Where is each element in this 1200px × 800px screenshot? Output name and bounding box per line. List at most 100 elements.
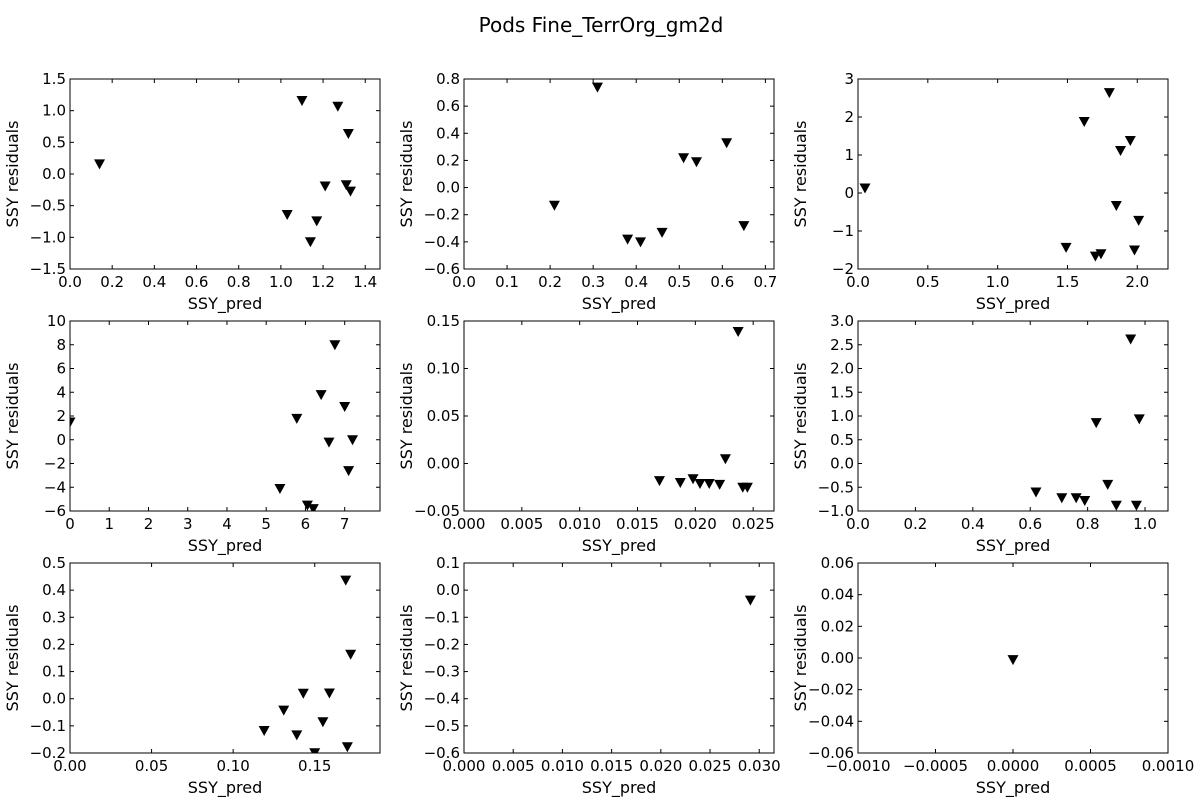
x-tick-label: 1 — [104, 515, 114, 533]
axes-frame — [463, 320, 775, 512]
y-tick-label: 0.10 — [427, 360, 460, 378]
x-tick-label: 1.0 — [986, 273, 1010, 291]
y-tick-label: 2 — [56, 407, 66, 425]
markers — [548, 82, 750, 248]
data-point — [344, 186, 356, 197]
y-tick-label: 1.0 — [830, 407, 854, 425]
y-tick-label: 0.2 — [436, 151, 460, 169]
y-tick-label: 1 — [844, 146, 854, 164]
data-point — [548, 200, 560, 211]
subplot-grid: 0.0 0.2 0.4 0.6 0.8 1.0 1.2 1.4−1.5−1.0−0.50.00… — [3, 70, 1194, 798]
y-tick-label: −0.5 — [424, 717, 460, 735]
y-tick-label: 0.5 — [830, 431, 854, 449]
x-axis-label: SSY_pred — [188, 778, 262, 798]
y-tick-label: 0.4 — [42, 581, 66, 599]
subplot-6: 0.0 0.2 0.4 0.6 0.8 1.0 −1.0 −0.5 0.0 0.5 1.0 1.5 2.… — [791, 312, 1169, 556]
y-tick-label: 0.05 — [427, 407, 460, 425]
data-point — [1103, 88, 1115, 99]
data-point — [1090, 418, 1102, 429]
x-axis-label: SSY_pred — [188, 536, 262, 556]
data-point — [591, 82, 603, 93]
data-point — [732, 326, 744, 337]
x-tick-label: 5 — [261, 515, 271, 533]
x-tick-label: 0.0 — [846, 273, 870, 291]
x-tick-label: 0.05 — [135, 757, 168, 775]
x-tick-label: 0.010 — [558, 515, 601, 533]
data-point — [744, 595, 756, 606]
x-tick-label: 0.005 — [492, 757, 535, 775]
y-tick-label: 8 — [56, 336, 66, 354]
y-tick-label: −0.2 — [424, 206, 460, 224]
x-tick-label: 7 — [340, 515, 350, 533]
x-tick-label: 0.3 — [581, 273, 605, 291]
data-point — [343, 466, 355, 477]
y-tick-label: −4 — [44, 478, 66, 496]
data-point — [311, 216, 323, 227]
data-point — [1070, 493, 1082, 504]
data-point — [635, 237, 647, 248]
y-tick-label: 0.3 — [42, 608, 66, 626]
data-point — [258, 725, 270, 736]
data-point — [1102, 479, 1114, 490]
markers — [70, 340, 359, 511]
y-tick-label: −6 — [44, 502, 66, 520]
x-tick-label: 0.6 — [185, 273, 209, 291]
x-tick-label: −0.0005 — [903, 757, 968, 775]
data-point — [622, 234, 634, 245]
y-tick-label: 0.06 — [821, 554, 854, 572]
x-axis-label: SSY_pred — [188, 294, 262, 314]
y-tick-label: 0.04 — [821, 586, 854, 604]
x-axis-label: SSY_pred — [976, 778, 1050, 798]
data-point — [741, 482, 753, 493]
y-tick-label: 0.00 — [821, 649, 854, 667]
x-tick-label: 0.0 — [58, 273, 82, 291]
data-point — [301, 500, 313, 511]
x-axis-label: SSY_pred — [582, 294, 656, 314]
y-tick-label: −0.05 — [414, 502, 460, 520]
y-tick-label: −2 — [44, 455, 66, 473]
y-axis-label: SSY residuals — [791, 605, 810, 712]
subplot-2: 0.0 0.1 0.2 0.3 0.4 0.5 0.6 0.7 −0.6 −0.4 −0.2 0.0 0… — [397, 70, 777, 314]
y-tick-label: 2.0 — [830, 360, 854, 378]
figure-title: Pods Fine_TerrOrg_gm2d — [479, 13, 724, 37]
y-axis-label: SSY residuals — [3, 363, 22, 470]
data-point — [1124, 136, 1136, 147]
data-point — [703, 478, 715, 489]
data-point — [1079, 496, 1091, 507]
x-tick-label: 0.4 — [961, 515, 985, 533]
data-point — [1133, 414, 1145, 425]
data-point — [1125, 334, 1137, 345]
x-tick-label: 0.005 — [500, 515, 543, 533]
x-tick-label: 1.0 — [269, 273, 293, 291]
axes-frame — [857, 320, 1169, 512]
y-axis-label: SSY residuals — [791, 121, 810, 228]
markers — [1030, 334, 1145, 511]
x-tick-label: 4 — [222, 515, 232, 533]
data-point — [656, 227, 668, 238]
data-point — [714, 479, 726, 490]
x-tick-label: 0.00 — [53, 757, 86, 775]
x-tick-label: 0.2 — [538, 273, 562, 291]
data-point — [1115, 145, 1127, 156]
y-tick-label: −0.2 — [424, 635, 460, 653]
x-tick-label: 0.015 — [616, 515, 659, 533]
y-axis-label: SSY residuals — [397, 363, 416, 470]
y-tick-label: 6 — [56, 360, 66, 378]
data-point — [274, 483, 286, 494]
y-tick-label: −0.5 — [818, 478, 854, 496]
data-point — [653, 476, 665, 487]
x-tick-label: 0.000 — [443, 757, 486, 775]
y-tick-label: 0 — [56, 431, 66, 449]
y-tick-label: −0.06 — [808, 744, 854, 762]
y-tick-label: −0.3 — [424, 663, 460, 681]
y-tick-label: 1.5 — [42, 70, 66, 88]
axes-frame — [69, 320, 381, 512]
data-point — [319, 181, 331, 192]
y-tick-label: 2 — [844, 108, 854, 126]
data-point — [1095, 249, 1107, 260]
y-tick-label: −2 — [832, 260, 854, 278]
subplot-5: 0.000 0.005 0.010 0.015 0.020 0.025 −0.05 0.00 0… — [397, 312, 775, 556]
x-tick-label: 0.6 — [1018, 515, 1042, 533]
y-tick-label: 1.0 — [42, 102, 66, 120]
data-point — [1133, 215, 1145, 226]
